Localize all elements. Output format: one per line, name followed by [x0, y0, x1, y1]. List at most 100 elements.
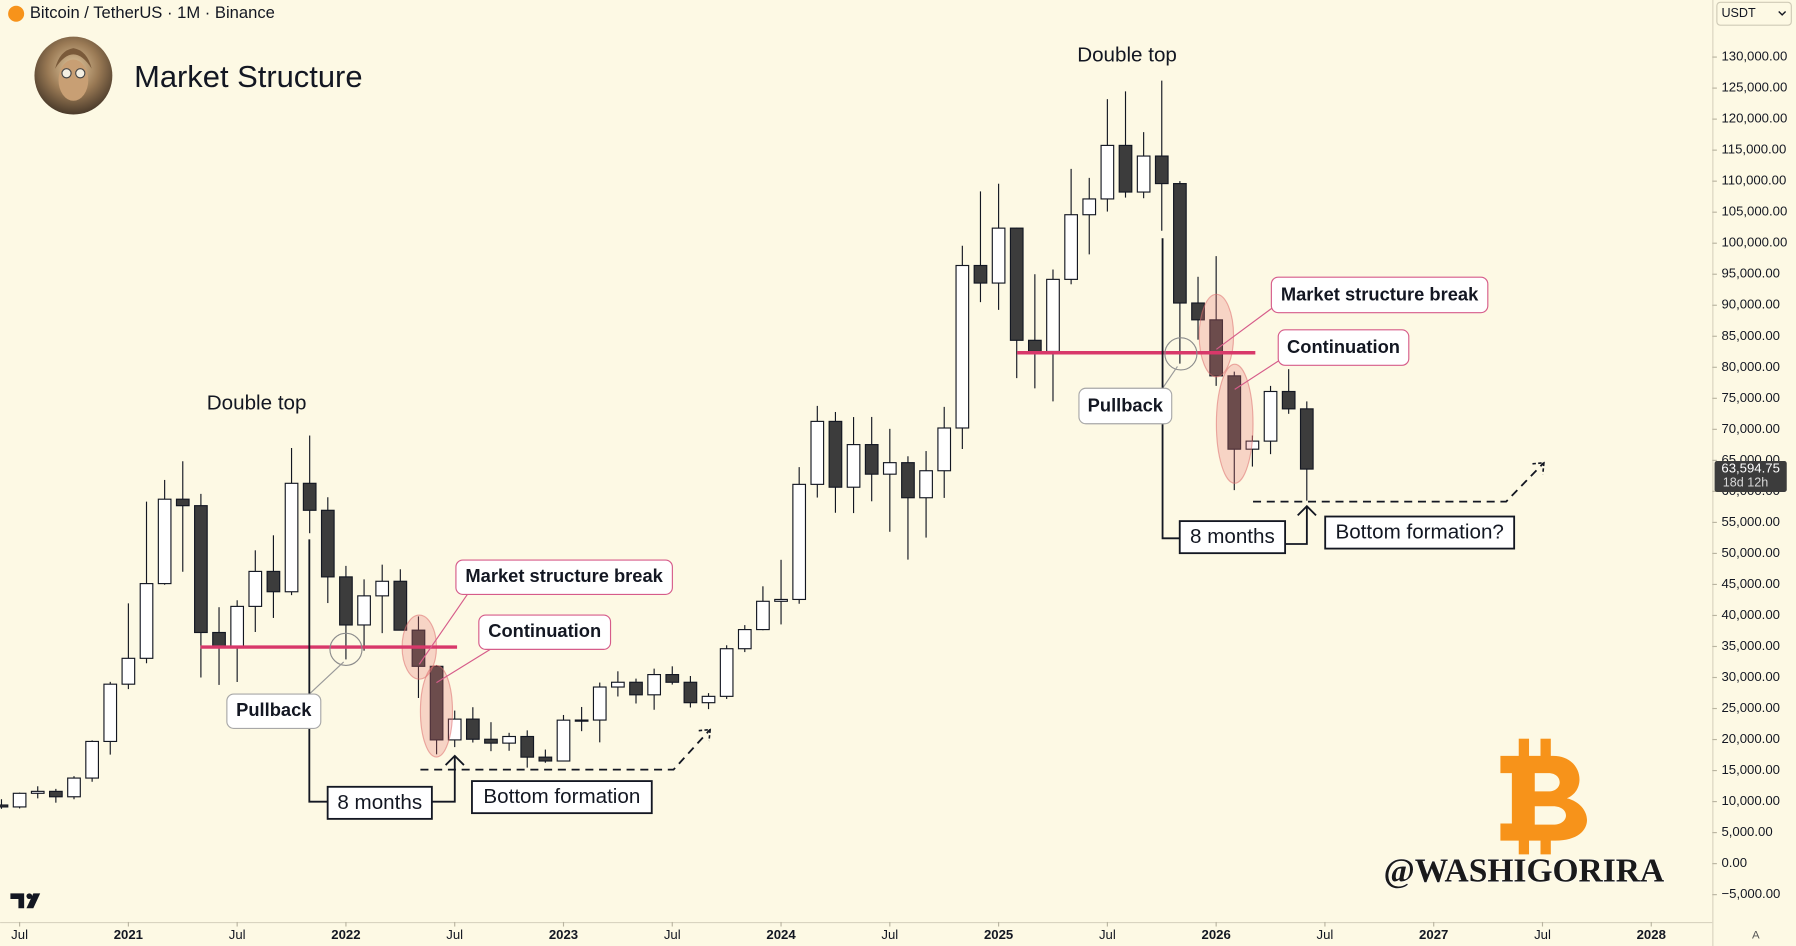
- callout-text: Market structure break: [465, 565, 663, 586]
- candle-body: [1263, 390, 1278, 442]
- note-text: Bottom formation?: [1335, 521, 1503, 544]
- highlight: [419, 664, 454, 758]
- candle-body: [175, 498, 190, 507]
- y-tick-label: 50,000.00: [1721, 545, 1780, 560]
- arrow-head: [1297, 504, 1317, 517]
- x-tick-label: Jul: [664, 927, 681, 942]
- candle-body: [393, 580, 408, 631]
- pointer: [436, 648, 491, 684]
- candle-body: [683, 681, 698, 704]
- watermark: @WASHIGORIRA: [1384, 852, 1665, 890]
- candle-body: [756, 600, 770, 631]
- y-tick-label: 5,000.00: [1721, 824, 1772, 839]
- projection: [1253, 462, 1545, 503]
- candle-body: [556, 719, 571, 762]
- candle-body: [320, 509, 335, 578]
- candle-body: [0, 804, 9, 808]
- y-tick-label: 25,000.00: [1721, 700, 1780, 715]
- note-box: [471, 780, 653, 815]
- x-tick-label: Jul: [881, 927, 898, 942]
- highlight: [1215, 363, 1254, 484]
- callout-text: Pullback: [236, 699, 312, 720]
- y-tick-label: 110,000.00: [1721, 173, 1786, 188]
- candle-body: [737, 629, 752, 650]
- candle-body: [774, 598, 788, 602]
- candle-body: [1227, 375, 1242, 450]
- y-tick-label: 90,000.00: [1721, 297, 1780, 312]
- x-tick-label: Jul: [1534, 927, 1551, 942]
- y-tick-label: 10,000.00: [1721, 793, 1780, 808]
- y-tick-label: 125,000.00: [1721, 80, 1787, 95]
- x-tick-label: Jul: [1099, 927, 1116, 942]
- y-tick-label: 30,000.00: [1721, 669, 1780, 684]
- callout: [1270, 276, 1489, 314]
- currency-select[interactable]: [1716, 1, 1792, 26]
- candle-body: [973, 264, 988, 284]
- symbol-icon: [8, 5, 25, 22]
- note-text: Bottom formation: [483, 785, 640, 808]
- candle-body: [629, 681, 643, 696]
- pointer: [1216, 306, 1274, 350]
- label: Double top: [1077, 44, 1177, 67]
- dropdown-caret: [1778, 10, 1787, 16]
- candle-body: [937, 427, 952, 472]
- candle-body: [882, 462, 897, 475]
- callout: [1078, 387, 1173, 425]
- right-annotations: Double top Market structure break Contin…: [1017, 44, 1545, 555]
- candle-body: [212, 631, 226, 647]
- y-tick-label: 75,000.00: [1721, 390, 1780, 405]
- pointer: [1162, 366, 1178, 389]
- y-tick-label: 120,000.00: [1721, 111, 1787, 126]
- pullback-marker: [329, 632, 363, 666]
- candle-body: [919, 470, 933, 499]
- y-tick-label: 115,000.00: [1721, 142, 1786, 157]
- callout-text: Continuation: [488, 620, 601, 641]
- candle-body: [520, 735, 535, 758]
- callout-text: Pullback: [1088, 394, 1164, 415]
- candle-body: [828, 420, 843, 488]
- candle-body: [955, 264, 970, 429]
- duration-line: [1161, 238, 1180, 540]
- note-text: 8 months: [337, 791, 422, 814]
- callout: [1277, 329, 1410, 366]
- candle-body: [901, 462, 915, 499]
- candle-body: [991, 227, 1006, 284]
- x-tick-label: Jul: [1317, 927, 1334, 942]
- x-tick-label: 2027: [1419, 927, 1448, 942]
- candle-body: [810, 420, 825, 485]
- chart-title: Market Structure: [134, 59, 362, 94]
- y-tick-label: 35,000.00: [1721, 638, 1780, 653]
- x-tick-label: 2023: [549, 927, 578, 942]
- candle-body: [1281, 390, 1296, 410]
- candle-body: [1154, 155, 1169, 185]
- candle-body: [592, 686, 607, 721]
- pointer: [418, 594, 468, 665]
- candle-body: [357, 595, 371, 626]
- note-text: 8 months: [1190, 525, 1275, 548]
- candle-body: [1046, 278, 1060, 353]
- y-tick-label: 70,000.00: [1721, 421, 1780, 436]
- candle-body: [248, 570, 263, 607]
- candle-body: [12, 792, 27, 808]
- arrow-head: [444, 754, 465, 766]
- y-tick-label: 40,000.00: [1721, 607, 1780, 622]
- candle-body: [194, 505, 208, 634]
- note-box: [326, 785, 433, 820]
- x-tick-label: Jul: [11, 927, 28, 942]
- x-tick-label: 2026: [1202, 927, 1231, 942]
- x-tick-label: Jul: [229, 927, 246, 942]
- left-annotations: Double top Market structure break Contin…: [200, 392, 712, 820]
- y-tick-label: 55,000.00: [1721, 514, 1780, 529]
- autoscale-button[interactable]: A: [1752, 930, 1760, 942]
- pointer: [308, 661, 345, 695]
- candle-body: [1009, 227, 1024, 341]
- candle-body: [701, 695, 716, 704]
- callout: [455, 559, 673, 595]
- projection-head: [1532, 461, 1545, 475]
- candle-body: [67, 777, 81, 798]
- candle-body: [574, 719, 589, 722]
- avatar: [34, 36, 113, 115]
- x-tick-label: 2021: [114, 927, 143, 942]
